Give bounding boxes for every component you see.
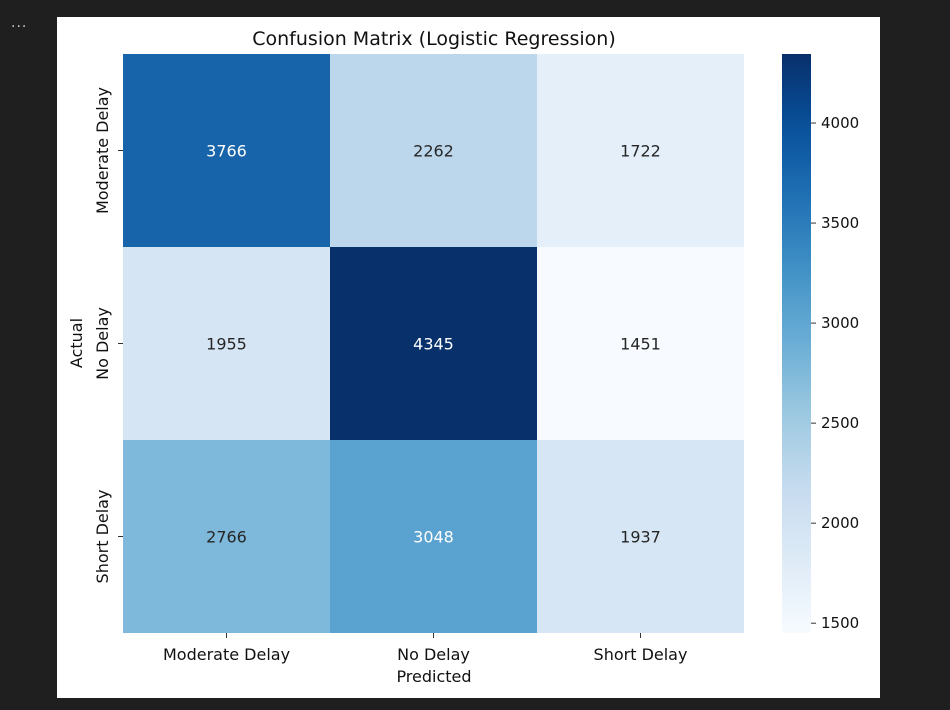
x-tick-label: Short Delay [594,645,688,664]
y-axis: Moderate Delay No Delay Short Delay [93,87,123,583]
cell-value-label: 1722 [620,142,661,161]
cell-value-label: 2262 [413,142,454,161]
cell-value-label: 1955 [206,335,247,354]
heatmap-cells: 3766 2262 1722 1955 4345 1451 2766 3048 1937 [123,54,744,633]
colorbar: 1500 2000 2500 3000 3500 4000 [782,54,859,633]
colorbar-tick-label: 2000 [821,514,859,532]
heatmap-cell [330,54,537,247]
x-tick-label: No Delay [397,645,470,664]
cell-value-label: 1451 [620,335,661,354]
colorbar-tick-label: 3000 [821,314,859,332]
heatmap-cell [537,247,744,440]
colorbar-tick-label: 3500 [821,214,859,232]
y-tick-label: Short Delay [93,490,112,584]
colorbar-tick-label: 4000 [821,114,859,132]
colorbar-gradient [782,54,811,633]
confusion-matrix-chart: Confusion Matrix (Logistic Regression) 3… [67,28,859,686]
x-axis: Moderate Delay No Delay Short Delay [163,633,687,664]
heatmap-cell [123,54,330,247]
chart-title: Confusion Matrix (Logistic Regression) [252,28,616,50]
heatmap-cell [330,247,537,440]
heatmap-cell [123,247,330,440]
cell-value-label: 3766 [206,142,247,161]
heatmap-cell [330,440,537,633]
heatmap-cell [537,54,744,247]
y-tick-label: Moderate Delay [93,87,112,214]
cell-menu-icon[interactable]: ... [11,15,28,31]
chart-figure: Confusion Matrix (Logistic Regression) 3… [57,17,880,698]
colorbar-tick-label: 1500 [821,614,859,632]
cell-value-label: 4345 [413,335,454,354]
heatmap-cell [537,440,744,633]
x-axis-label: Predicted [396,667,471,686]
y-tick-label: No Delay [93,307,112,380]
y-axis-label: Actual [67,318,86,368]
heatmap-cell [123,440,330,633]
cell-value-label: 3048 [413,528,454,547]
cell-value-label: 2766 [206,528,247,547]
colorbar-tick-label: 2500 [821,414,859,432]
x-tick-label: Moderate Delay [163,645,290,664]
cell-value-label: 1937 [620,528,661,547]
